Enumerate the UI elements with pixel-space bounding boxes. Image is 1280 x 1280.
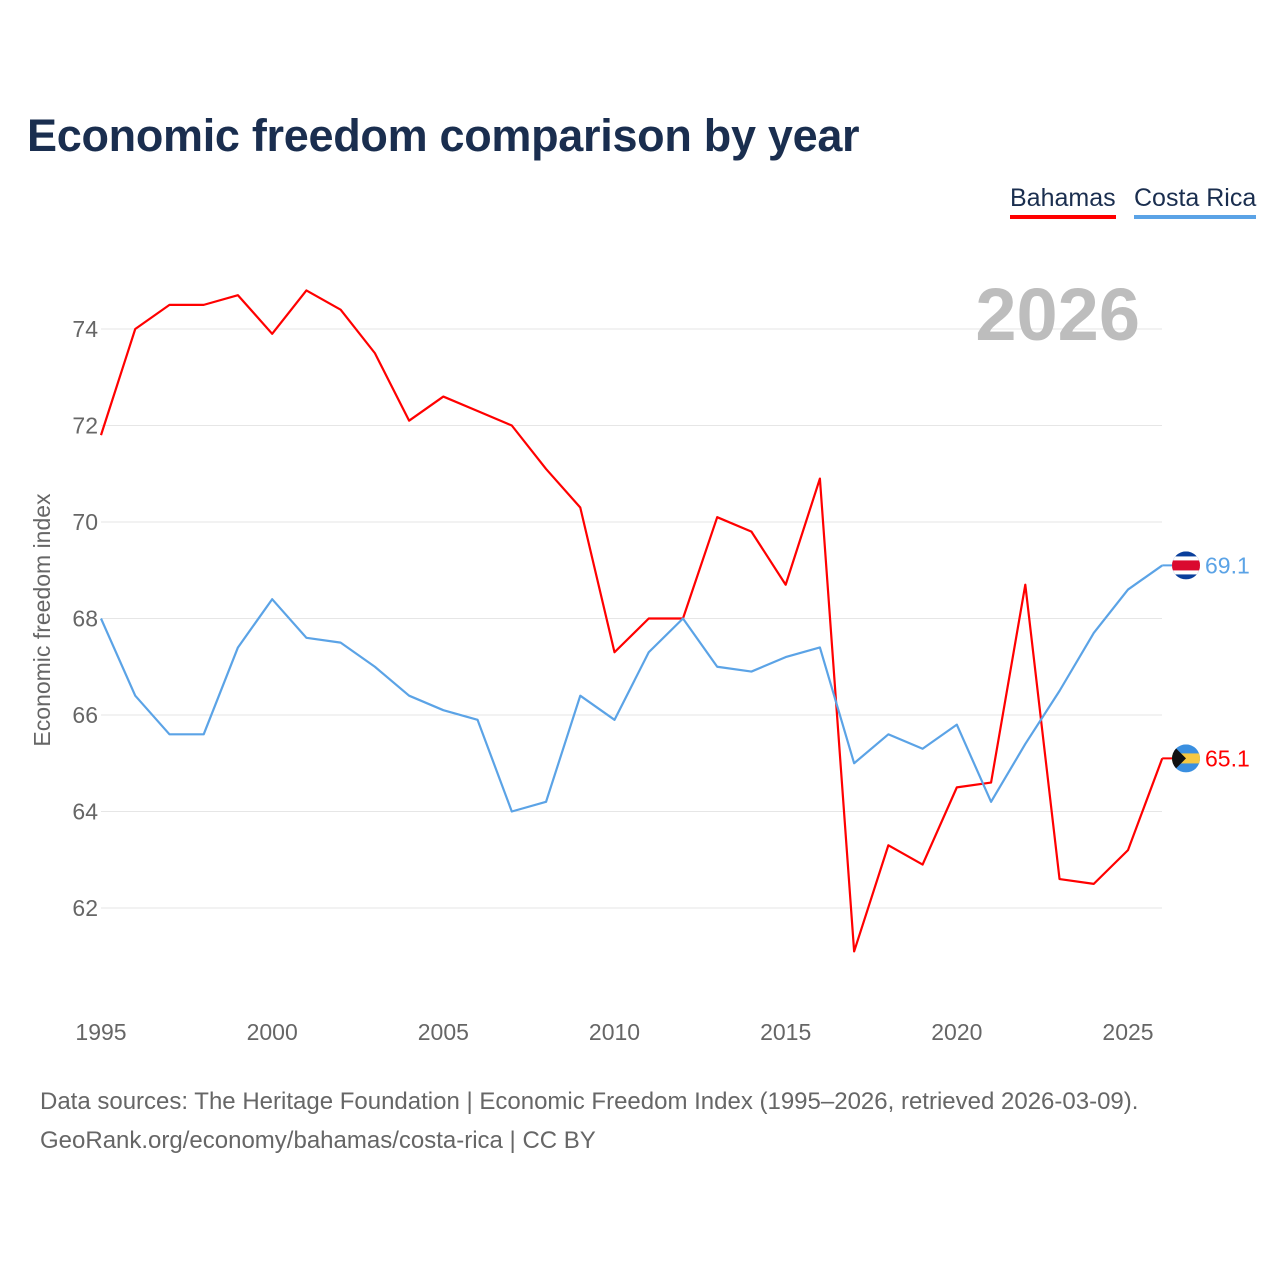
data-point: [714, 664, 720, 670]
data-point: [269, 331, 275, 337]
chart-title: Economic freedom comparison by year: [27, 110, 860, 161]
data-point: [338, 640, 344, 646]
data-point: [612, 649, 618, 655]
data-point: [1022, 741, 1028, 747]
y-tick-label: 70: [72, 509, 98, 535]
data-point: [714, 514, 720, 520]
data-point: [1125, 587, 1131, 593]
x-tick-label: 2005: [418, 1019, 469, 1045]
legend-bahamas[interactable]: Bahamas: [1010, 184, 1116, 219]
data-point: [406, 693, 412, 699]
data-point: [201, 731, 207, 737]
y-tick-label: 66: [72, 702, 98, 728]
data-point: [954, 722, 960, 728]
data-point: [269, 596, 275, 602]
data-point: [851, 760, 857, 766]
data-point: [132, 693, 138, 699]
x-tick-label: 2020: [931, 1019, 982, 1045]
data-point: [1057, 688, 1063, 694]
y-tick-label: 64: [72, 799, 98, 825]
data-point: [748, 529, 754, 535]
data-point: [1091, 881, 1097, 887]
data-point: [783, 654, 789, 660]
data-point: [543, 466, 549, 472]
data-point: [988, 799, 994, 805]
data-point: [406, 418, 412, 424]
data-point: [235, 644, 241, 650]
data-point: [98, 616, 104, 622]
x-tick-label: 2010: [589, 1019, 640, 1045]
source-link: GeoRank.org/economy/bahamas/costa-rica |…: [40, 1127, 596, 1154]
data-point: [440, 394, 446, 400]
data-point: [166, 302, 172, 308]
data-point: [1125, 847, 1131, 853]
legend-costa-rica[interactable]: Costa Rica: [1134, 184, 1257, 219]
data-point: [475, 408, 481, 414]
data-point: [509, 423, 515, 429]
data-point: [885, 842, 891, 848]
data-point: [132, 326, 138, 332]
data-point: [612, 717, 618, 723]
data-point: [817, 476, 823, 482]
source-note: Data sources: The Heritage Foundation | …: [40, 1088, 1139, 1115]
data-point: [577, 693, 583, 699]
data-point: [303, 635, 309, 641]
end-value-label: 69.1: [1205, 552, 1250, 578]
data-point: [1022, 582, 1028, 588]
data-point: [235, 292, 241, 298]
y-tick-label: 72: [72, 413, 98, 439]
x-tick-label: 1995: [75, 1019, 126, 1045]
end-value-label: 65.1: [1205, 745, 1250, 771]
data-point: [166, 731, 172, 737]
data-point: [783, 582, 789, 588]
data-point: [509, 809, 515, 815]
series-line-bahamas: [99, 289, 1164, 953]
data-point: [201, 302, 207, 308]
costa-rica-flag-icon: [1172, 551, 1200, 580]
y-tick-label: 62: [72, 895, 98, 921]
data-point: [577, 505, 583, 511]
data-point: [885, 731, 891, 737]
x-tick-label: 2025: [1102, 1019, 1153, 1045]
data-point: [98, 432, 104, 438]
series-line-costa-rica: [99, 564, 1163, 813]
year-watermark: 2026: [975, 273, 1140, 356]
data-point: [954, 784, 960, 790]
x-tick-label: 2000: [247, 1019, 298, 1045]
y-axis-label: Economic freedom index: [29, 493, 55, 747]
data-point: [748, 669, 754, 675]
data-point: [338, 307, 344, 313]
data-point: [372, 350, 378, 356]
y-tick-label: 68: [72, 606, 98, 632]
data-point: [920, 746, 926, 752]
data-point: [646, 649, 652, 655]
data-point: [920, 862, 926, 868]
data-point: [851, 948, 857, 954]
data-point: [1091, 630, 1097, 636]
data-point: [303, 287, 309, 293]
data-point: [680, 616, 686, 622]
x-tick-label: 2015: [760, 1019, 811, 1045]
data-point: [475, 717, 481, 723]
data-point: [1057, 876, 1063, 882]
bahamas-flag-icon: [1172, 744, 1200, 773]
data-point: [440, 707, 446, 713]
data-point: [372, 664, 378, 670]
y-tick-label: 74: [72, 316, 98, 342]
data-point: [988, 780, 994, 786]
data-point: [817, 644, 823, 650]
data-point: [543, 799, 549, 805]
data-point: [646, 616, 652, 622]
